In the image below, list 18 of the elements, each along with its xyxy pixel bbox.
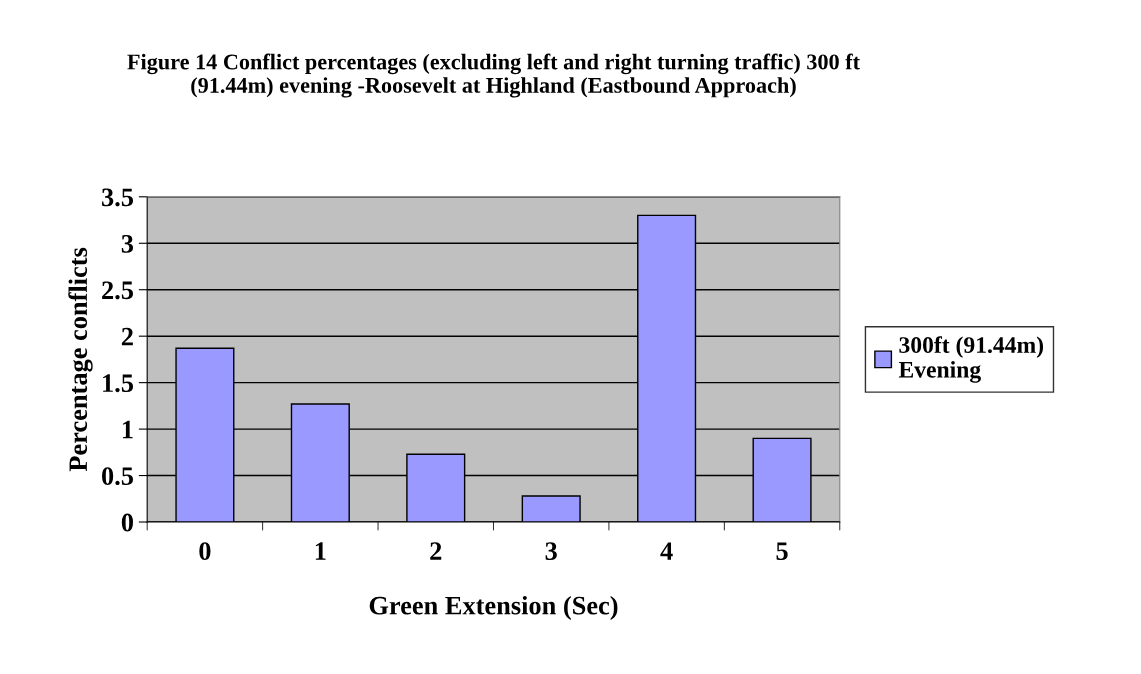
y-tick-label: 0.5 — [102, 467, 134, 486]
y-tick-label: 2.5 — [102, 281, 134, 300]
x-tick-label: 2 — [430, 542, 442, 560]
legend-label: 300ft (91.44m) Evening — [898, 336, 1044, 383]
chart-title: Figure 14 Conflict percentages (excluding left and right turning traffic) 300 ft (91.44m) evening -Roosevelt at Highland (Eastbound Approach) — [127, 53, 860, 98]
y-tick-label: 0 — [121, 513, 133, 532]
y-tick-label: 3.5 — [102, 188, 134, 207]
x-tick-label: 0 — [199, 542, 211, 561]
y-tick-label: 1 — [122, 420, 133, 439]
x-tick-label: 1 — [315, 542, 326, 560]
x-axis-title: Green Extension (Sec) — [369, 595, 618, 620]
y-tick-label: 2 — [121, 327, 133, 346]
x-tick-label: 3 — [545, 542, 557, 561]
y-tick-label: 1.5 — [103, 374, 134, 393]
y-tick-label: 3 — [121, 234, 134, 253]
x-tick-label: 5 — [776, 542, 788, 561]
y-axis-title: Percentage conflicts — [68, 247, 93, 472]
x-tick-label: 4 — [660, 542, 673, 560]
